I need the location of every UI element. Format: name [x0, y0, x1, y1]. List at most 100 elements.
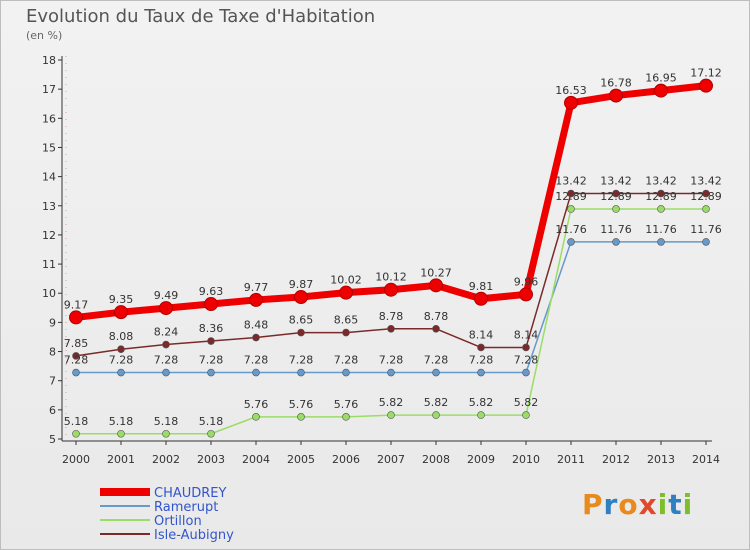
y-tick-label: 16 [42, 112, 56, 125]
data-label: 11.76 [690, 223, 722, 236]
x-tick-label: 2008 [422, 453, 450, 466]
data-label: 8.65 [289, 314, 314, 327]
data-point [522, 368, 530, 377]
chart-title: Evolution du Taux de Taxe d'Habitation [26, 6, 376, 27]
data-label: 8.14 [469, 328, 494, 341]
data-label: 10.27 [420, 266, 452, 279]
data-point [474, 291, 488, 306]
data-point [612, 189, 620, 198]
data-label: 9.63 [199, 285, 224, 298]
data-point [72, 429, 80, 438]
data-point [117, 429, 125, 438]
data-label: 8.78 [379, 310, 404, 323]
data-point [162, 368, 170, 377]
data-point [654, 83, 668, 98]
data-label: 5.76 [244, 398, 269, 411]
x-tick-label: 2010 [512, 453, 540, 466]
data-point [342, 413, 350, 421]
data-point [564, 95, 578, 110]
data-point [117, 368, 125, 377]
data-label: 5.76 [289, 398, 314, 411]
data-point [432, 368, 440, 377]
data-label: 9.77 [244, 281, 269, 294]
data-point [567, 238, 575, 246]
x-tick-label: 2007 [377, 453, 405, 466]
data-point [702, 205, 710, 213]
data-point [702, 238, 710, 246]
data-point [252, 333, 260, 342]
y-tick-label: 12 [42, 229, 56, 242]
data-label: 10.02 [330, 274, 362, 287]
data-point [612, 205, 620, 213]
data-point [657, 205, 665, 213]
data-label: 8.24 [154, 326, 179, 339]
data-point [72, 352, 80, 360]
x-tick-label: 2005 [287, 453, 315, 466]
data-point [432, 324, 440, 333]
data-label: 7.28 [334, 354, 359, 367]
legend-label: Isle-Aubigny [154, 528, 234, 543]
data-point [297, 328, 305, 337]
data-point [522, 343, 530, 352]
data-point [249, 292, 263, 307]
data-label: 8.08 [109, 330, 134, 343]
y-tick-label: 9 [49, 316, 56, 329]
data-label: 7.28 [289, 354, 314, 367]
data-point [387, 411, 395, 419]
data-point [72, 368, 80, 377]
x-tick-label: 2000 [62, 453, 90, 466]
data-point [342, 328, 350, 337]
data-label: 8.14 [514, 328, 539, 341]
data-point [567, 205, 575, 213]
data-label: 7.28 [154, 354, 179, 367]
data-label: 9.17 [64, 298, 89, 311]
x-tick-label: 2001 [107, 453, 135, 466]
data-label: 9.87 [289, 278, 314, 291]
x-tick-label: 2009 [467, 453, 495, 466]
data-point [657, 238, 665, 246]
data-point [519, 287, 533, 302]
data-label: 12.89 [555, 190, 587, 203]
x-tick-label: 2013 [647, 453, 675, 466]
data-point [339, 285, 353, 300]
data-point [297, 413, 305, 421]
data-point [477, 411, 485, 419]
data-point [702, 189, 710, 198]
data-label: 12.89 [600, 190, 632, 203]
data-point [162, 429, 170, 438]
data-point [387, 368, 395, 377]
data-point [612, 238, 620, 246]
data-label: 5.18 [199, 415, 224, 428]
data-label: 9.96 [514, 275, 539, 288]
y-tick-label: 15 [42, 141, 56, 154]
x-tick-label: 2004 [242, 453, 270, 466]
data-label: 7.28 [109, 354, 134, 367]
data-point [342, 368, 350, 377]
data-label: 8.65 [334, 314, 359, 327]
data-point [522, 411, 530, 419]
legend-label: Ramerupt [154, 500, 218, 515]
data-point [567, 189, 575, 198]
data-label: 5.18 [109, 415, 134, 428]
data-label: 7.28 [514, 354, 539, 367]
data-label: 8.78 [424, 310, 449, 323]
y-tick-label: 10 [42, 287, 56, 300]
data-point [69, 310, 83, 325]
proxiti-logo: Proxiti [582, 488, 693, 521]
logo-letter: i [657, 488, 669, 521]
x-tick-label: 2006 [332, 453, 360, 466]
data-point [297, 368, 305, 377]
data-label: 8.48 [244, 319, 269, 332]
data-point [207, 429, 215, 438]
data-label: 10.12 [375, 271, 407, 284]
y-tick-label: 6 [49, 404, 56, 417]
logo-letter: o [618, 488, 639, 521]
data-label: 13.42 [555, 175, 587, 188]
data-label: 5.82 [469, 396, 494, 409]
data-point [204, 297, 218, 312]
data-point [294, 290, 308, 305]
y-tick-label: 17 [42, 83, 56, 96]
data-label: 12.89 [690, 190, 722, 203]
data-label: 5.82 [424, 396, 449, 409]
